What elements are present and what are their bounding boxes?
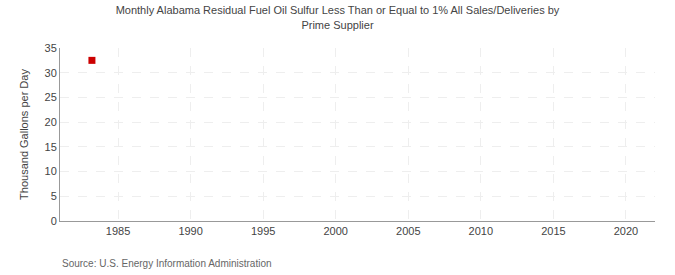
svg-text:0: 0 — [51, 215, 57, 227]
svg-text:Thousand Gallons per Day: Thousand Gallons per Day — [18, 69, 30, 200]
svg-text:1995: 1995 — [251, 225, 275, 237]
svg-text:Source: U.S. Energy Informatio: Source: U.S. Energy Information Administ… — [62, 258, 272, 269]
svg-text:5: 5 — [51, 190, 57, 202]
svg-text:15: 15 — [45, 141, 57, 153]
svg-text:Monthly Alabama Residual Fuel: Monthly Alabama Residual Fuel Oil Sulfur… — [116, 4, 560, 30]
svg-text:30: 30 — [45, 67, 57, 79]
svg-text:2000: 2000 — [323, 225, 347, 237]
svg-text:10: 10 — [45, 165, 57, 177]
svg-text:20: 20 — [45, 116, 57, 128]
svg-text:2015: 2015 — [541, 225, 565, 237]
svg-text:2010: 2010 — [469, 225, 493, 237]
svg-text:2005: 2005 — [396, 225, 420, 237]
svg-text:1985: 1985 — [106, 225, 130, 237]
svg-text:2020: 2020 — [614, 225, 638, 237]
svg-text:1990: 1990 — [178, 225, 202, 237]
svg-text:35: 35 — [45, 42, 57, 54]
svg-text:25: 25 — [45, 91, 57, 103]
